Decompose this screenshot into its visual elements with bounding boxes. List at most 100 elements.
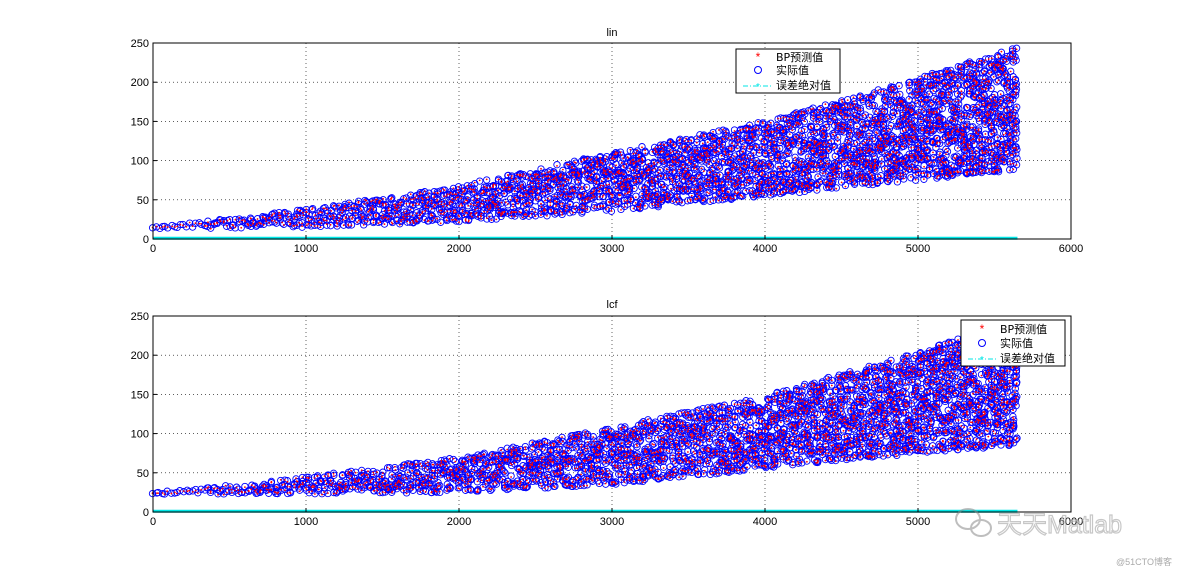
predicted-point xyxy=(731,142,733,145)
predicted-point xyxy=(494,193,497,196)
predicted-point xyxy=(669,140,672,143)
predicted-point xyxy=(755,146,758,149)
predicted-point xyxy=(587,196,590,199)
predicted-point xyxy=(561,213,563,216)
predicted-point xyxy=(659,196,661,199)
predicted-point xyxy=(739,129,742,131)
predicted-point xyxy=(537,173,539,176)
predicted-point xyxy=(723,160,726,163)
predicted-point xyxy=(746,181,748,184)
predicted-point xyxy=(586,208,589,211)
predicted-point xyxy=(288,218,291,221)
predicted-point xyxy=(614,153,616,156)
predicted-point xyxy=(354,214,357,217)
predicted-point xyxy=(458,215,460,218)
predicted-point xyxy=(376,198,378,201)
predicted-point xyxy=(760,174,763,176)
predicted-point xyxy=(485,178,488,181)
predicted-point xyxy=(633,187,635,190)
predicted-point xyxy=(742,147,745,149)
actual-point xyxy=(494,197,502,205)
predicted-point xyxy=(426,220,429,223)
predicted-point xyxy=(385,203,387,206)
predicted-point xyxy=(454,198,457,201)
predicted-point xyxy=(580,194,582,196)
predicted-point xyxy=(748,124,751,126)
predicted-point xyxy=(466,184,469,187)
predicted-point xyxy=(647,194,650,196)
predicted-point xyxy=(466,199,468,202)
predicted-point xyxy=(634,202,637,204)
predicted-point xyxy=(767,175,770,177)
predicted-point xyxy=(732,133,735,136)
predicted-point xyxy=(487,199,490,202)
predicted-point xyxy=(546,215,548,217)
predicted-point xyxy=(706,181,708,184)
predicted-point xyxy=(318,221,320,224)
predicted-point xyxy=(640,172,643,175)
predicted-point xyxy=(537,196,540,199)
predicted-point xyxy=(694,198,697,201)
predicted-point xyxy=(676,186,678,189)
predicted-point xyxy=(636,165,639,168)
predicted-point xyxy=(664,174,666,177)
predicted-point xyxy=(684,166,686,169)
predicted-point xyxy=(694,151,696,154)
predicted-point xyxy=(219,220,222,223)
predicted-point xyxy=(641,162,643,165)
predicted-point xyxy=(717,166,720,169)
predicted-point xyxy=(443,189,446,192)
predicted-point xyxy=(754,180,756,183)
predicted-point xyxy=(708,158,711,161)
predicted-point xyxy=(647,172,649,175)
predicted-point xyxy=(415,202,418,205)
predicted-point xyxy=(589,168,592,171)
predicted-point xyxy=(628,190,631,193)
predicted-point xyxy=(402,196,405,199)
predicted-point xyxy=(731,137,733,140)
predicted-point xyxy=(674,160,677,163)
predicted-point xyxy=(747,169,750,172)
predicted-point xyxy=(486,210,489,213)
predicted-point xyxy=(764,182,767,184)
predicted-point xyxy=(760,162,763,165)
predicted-point xyxy=(482,203,485,206)
predicted-point xyxy=(758,151,761,154)
predicted-point xyxy=(268,222,270,224)
predicted-point xyxy=(725,175,728,178)
predicted-point xyxy=(540,214,542,217)
predicted-point xyxy=(647,163,650,165)
predicted-point xyxy=(730,180,732,183)
predicted-point xyxy=(656,161,659,164)
actual-point xyxy=(451,206,459,214)
predicted-point xyxy=(583,170,586,172)
predicted-point xyxy=(523,189,525,192)
predicted-point xyxy=(694,183,697,186)
predicted-point xyxy=(393,203,395,206)
predicted-point xyxy=(632,169,634,172)
predicted-point xyxy=(605,208,608,210)
actual-point xyxy=(425,189,433,197)
predicted-point xyxy=(436,217,438,220)
predicted-point xyxy=(366,202,369,205)
predicted-point xyxy=(591,167,594,170)
predicted-point xyxy=(711,136,713,139)
predicted-point xyxy=(673,189,676,191)
predicted-point xyxy=(690,176,693,179)
predicted-point xyxy=(723,150,726,153)
predicted-point xyxy=(567,163,569,166)
predicted-point xyxy=(767,189,770,192)
predicted-point xyxy=(529,182,532,184)
predicted-point xyxy=(614,173,617,176)
predicted-point xyxy=(555,204,558,207)
predicted-point xyxy=(680,166,683,169)
predicted-point xyxy=(662,148,665,150)
predicted-point xyxy=(430,214,433,217)
predicted-point xyxy=(697,156,699,158)
predicted-point xyxy=(433,191,436,194)
predicted-point xyxy=(351,218,353,220)
predicted-point xyxy=(445,219,448,221)
predicted-point xyxy=(629,162,632,165)
predicted-point xyxy=(383,216,386,219)
actual-point xyxy=(388,217,396,225)
